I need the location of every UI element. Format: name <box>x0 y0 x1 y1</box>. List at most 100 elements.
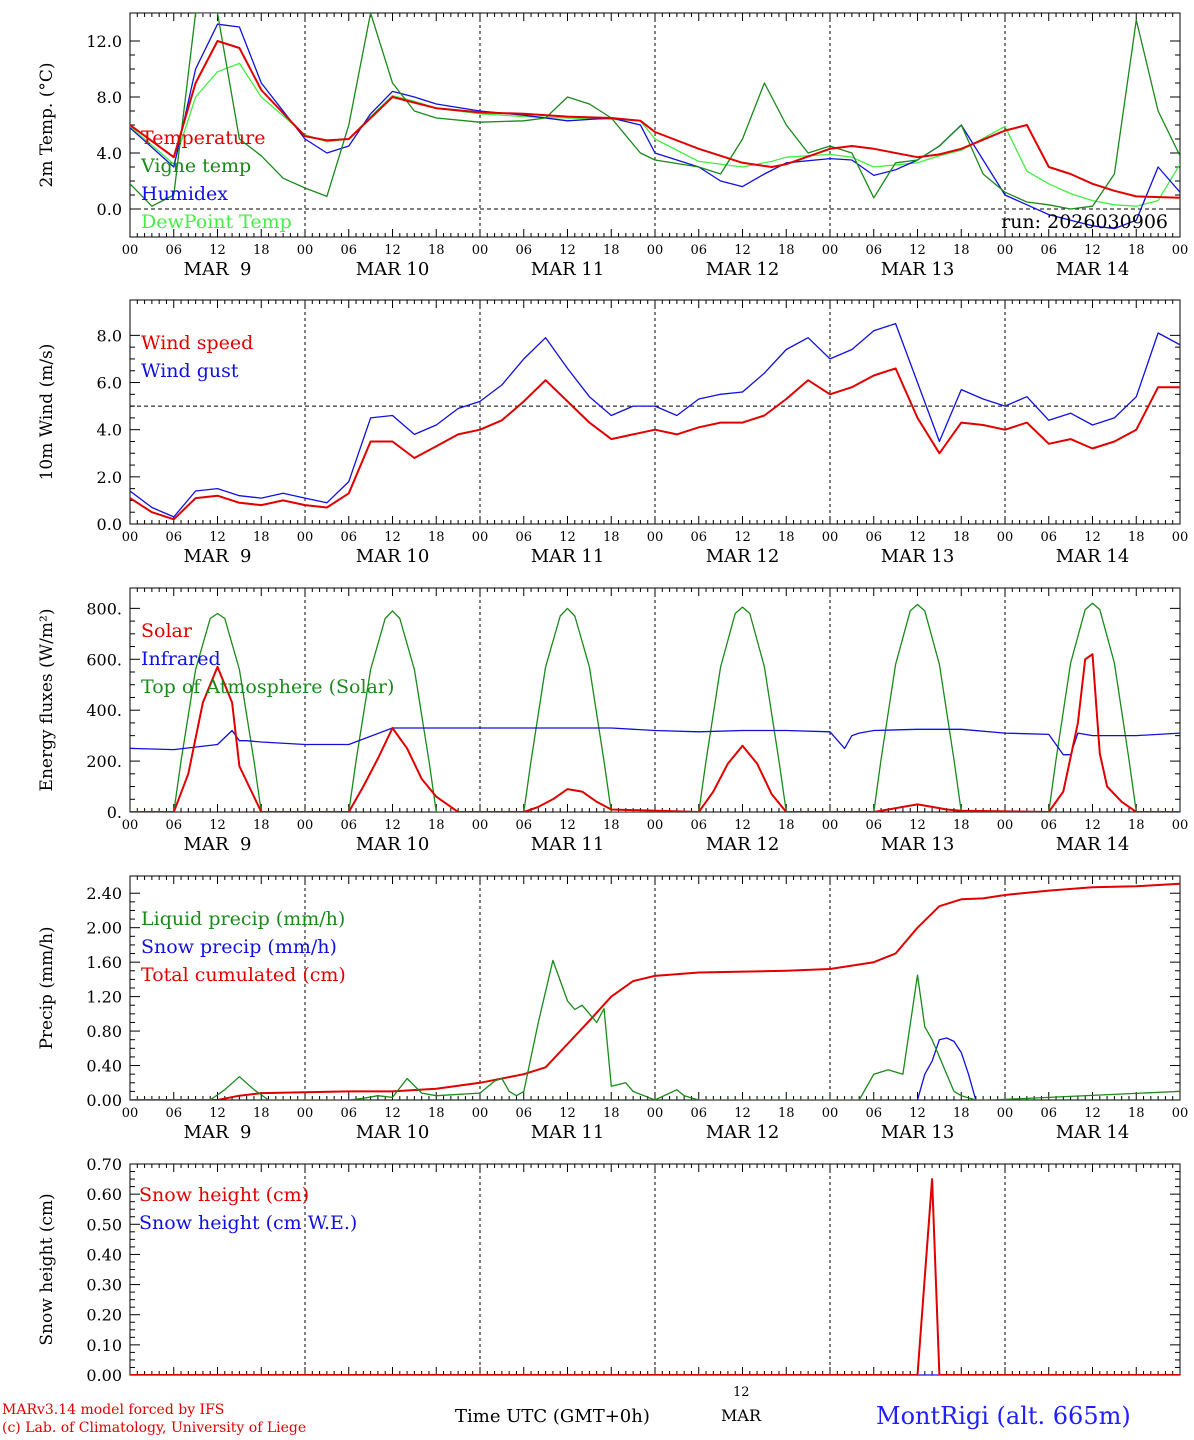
day-label: MAR 14 <box>1056 834 1130 855</box>
x-tick-label: 18 <box>603 243 620 258</box>
legend-entry: Top of Atmosphere (Solar) <box>141 676 394 698</box>
x-tick-label: 00 <box>1172 530 1189 545</box>
x-tick-label: 18 <box>253 818 270 833</box>
y-tick-label: 8.0 <box>97 326 122 345</box>
x-tick-label: 12 <box>734 243 751 258</box>
x-tick-label: 00 <box>822 1106 839 1121</box>
series-line-total-cumulated-cm <box>130 882 1180 1100</box>
x-tick-label: 12 <box>209 530 226 545</box>
series-group-snow <box>130 1178 1180 1375</box>
series-line-temperature <box>130 40 1180 199</box>
x-tick-label: 12 <box>909 1106 926 1121</box>
x-tick-label: 18 <box>428 1106 445 1121</box>
panel-energy: 00 06 12 18 00 06 12 18 00 06 12 18 00 06 12 18 00 06 12 18… <box>37 587 1188 855</box>
x-tick-label: 06 <box>165 818 182 833</box>
x-tick-label: 18 <box>428 530 445 545</box>
station-title: MontRigi (alt. 665m) <box>876 1402 1131 1430</box>
series-line-vigne-temp <box>130 13 1180 210</box>
x-tick-label: 00 <box>472 530 489 545</box>
x-tick-label: 06 <box>515 243 532 258</box>
series-line-wind-speed <box>130 367 1180 521</box>
x-tick-label: 18 <box>1128 818 1145 833</box>
x-tick-label: 00 <box>1172 243 1189 258</box>
x-tick-label: 12 <box>1084 530 1101 545</box>
x-tick-label: 00 <box>297 818 314 833</box>
x-tick-label: 12 <box>559 818 576 833</box>
x-tick-label: 18 <box>253 243 270 258</box>
y-tick-label: 1.60 <box>86 953 122 972</box>
y-tick-label: 0.10 <box>86 1336 122 1355</box>
day-label: MAR 13 <box>881 546 955 567</box>
x-tick-label: 00 <box>997 243 1014 258</box>
x-tick-label: 12 <box>209 1106 226 1121</box>
y-tick-label: 0.40 <box>86 1245 122 1264</box>
y-axis-label: Precip (mm/h) <box>37 926 57 1049</box>
x-tick-label: 00 <box>122 1106 139 1121</box>
x-tick-label: 12 <box>909 530 926 545</box>
y-tick-label: 0.60 <box>86 1185 122 1204</box>
day-label: MAR 9 <box>184 546 252 567</box>
legend-entry: Wind speed <box>141 332 253 354</box>
x-tick-label: 12 <box>559 530 576 545</box>
x-tick-label: 00 <box>122 243 139 258</box>
y-tick-label: 8.0 <box>97 88 122 107</box>
x-tick-label: 06 <box>690 818 707 833</box>
legend-entry: Snow height (cm W.E.) <box>139 1212 357 1234</box>
x-tick-label: 06 <box>340 530 357 545</box>
y-axis-label: Energy fluxes (W/m²) <box>37 609 57 792</box>
day-label: MAR 9 <box>184 834 252 855</box>
x-tick-label: 18 <box>1128 243 1145 258</box>
x-tick-label: 06 <box>690 243 707 258</box>
series-line-humidex <box>130 23 1180 230</box>
x-tick-label: 12 <box>1084 1106 1101 1121</box>
x-tick-label: 12 <box>1084 243 1101 258</box>
x-tick-label: 18 <box>778 1106 795 1121</box>
day-label: MAR 9 <box>184 1122 252 1143</box>
x-tick-label: 18 <box>603 530 620 545</box>
legend-entry: Solar <box>141 620 193 642</box>
y-tick-label: 4.0 <box>97 144 122 163</box>
x-tick-label: 00 <box>472 818 489 833</box>
x-tick-label: 18 <box>1128 530 1145 545</box>
day-label: MAR 10 <box>356 834 430 855</box>
y-axis-label: Snow height (cm) <box>37 1193 57 1345</box>
x-tick-label: 06 <box>1040 1106 1057 1121</box>
x-tick-label: 00 <box>997 1106 1014 1121</box>
x-tick-label: 06 <box>1040 243 1057 258</box>
run-annotation: run: 2026030906 <box>1001 211 1168 233</box>
y-tick-label: 600. <box>86 650 122 669</box>
x-tick-label: 12 <box>384 1106 401 1121</box>
panel-snow: 0.00 0.10 0.20 0.30 0.40 0.50 0.60 0.70 Snow hei… <box>37 1155 1181 1385</box>
series-line-liquid-precip-mm-h <box>130 959 1180 1100</box>
legend-entry: Vigne temp <box>140 155 251 177</box>
credit-line-1: MARv3.14 model forced by IFS <box>2 1402 225 1418</box>
x-tick-label: 00 <box>1172 1106 1189 1121</box>
series-group-temp <box>130 13 1180 230</box>
y-tick-label: 200. <box>86 752 122 771</box>
x-tick-label: 18 <box>778 243 795 258</box>
y-tick-label: 0.00 <box>86 1091 122 1110</box>
day-label: MAR 12 <box>706 546 780 567</box>
y-tick-label: 0.20 <box>86 1306 122 1325</box>
x-tick-label: 00 <box>647 1106 664 1121</box>
bottom-mid-hour-label: 12 <box>733 1385 750 1400</box>
x-tick-label: 06 <box>515 818 532 833</box>
x-tick-label: 00 <box>297 243 314 258</box>
day-label: MAR 10 <box>356 546 430 567</box>
bottom-mid-month-label: MAR <box>721 1406 761 1425</box>
legend-entry: Infrared <box>141 648 221 670</box>
x-tick-label: 00 <box>822 530 839 545</box>
y-tick-label: 2.0 <box>97 468 122 487</box>
panel-frame-wind <box>129 299 1181 525</box>
y-tick-label: 0.50 <box>86 1215 122 1234</box>
x-tick-label: 18 <box>778 818 795 833</box>
x-tick-label: 06 <box>165 1106 182 1121</box>
x-tick-label: 00 <box>472 1106 489 1121</box>
day-label: MAR 11 <box>531 834 605 855</box>
x-tick-label: 12 <box>384 530 401 545</box>
x-tick-label: 18 <box>953 1106 970 1121</box>
x-axis-title: Time UTC (GMT+0h) <box>455 1406 650 1427</box>
x-tick-label: 12 <box>734 818 751 833</box>
x-tick-label: 18 <box>253 530 270 545</box>
day-label: MAR 12 <box>706 834 780 855</box>
